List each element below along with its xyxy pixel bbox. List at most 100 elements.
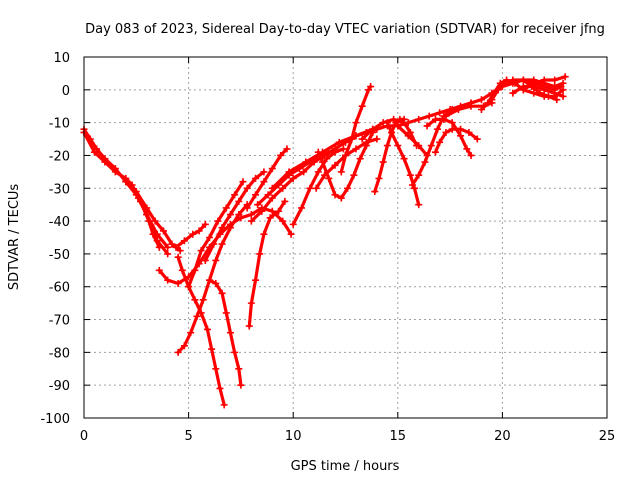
series-arc-15	[247, 128, 370, 225]
data-point	[314, 148, 322, 156]
data-point	[174, 253, 182, 261]
x-tick-label: 10	[285, 429, 302, 444]
data-point	[454, 106, 462, 114]
data-point	[268, 207, 276, 215]
series-arc-06	[172, 220, 209, 251]
data-point	[134, 194, 142, 202]
data-point	[436, 109, 444, 117]
data-point	[337, 194, 345, 202]
data-point	[289, 220, 297, 228]
data-point	[463, 145, 471, 153]
x-tick-label: 25	[599, 429, 616, 444]
data-point	[180, 342, 188, 350]
data-point	[268, 165, 276, 173]
data-point	[442, 112, 450, 120]
series-arc-02	[80, 128, 172, 258]
y-tick-label: -20	[49, 149, 70, 164]
data-point	[155, 243, 163, 251]
data-point	[561, 73, 569, 81]
data-point	[519, 86, 527, 94]
data-point	[511, 79, 519, 87]
x-tick-label: 15	[390, 429, 407, 444]
data-point	[252, 191, 260, 199]
data-point	[164, 243, 172, 251]
y-tick-label: -10	[49, 117, 70, 132]
data-point	[164, 276, 172, 284]
data-point	[216, 384, 224, 392]
data-point	[277, 151, 285, 159]
data-point	[400, 115, 408, 123]
data-point	[553, 96, 561, 104]
data-point	[226, 224, 234, 232]
data-point	[406, 171, 414, 179]
data-point	[331, 148, 339, 156]
data-point	[358, 135, 366, 143]
data-point	[404, 119, 412, 127]
y-tick-label: 0	[62, 84, 70, 99]
y-tick-label: -50	[49, 248, 70, 263]
series-arc-25	[394, 122, 431, 159]
data-point	[344, 184, 352, 192]
data-point	[208, 345, 216, 353]
data-point	[189, 230, 197, 238]
data-point	[436, 138, 444, 146]
data-point	[339, 145, 347, 153]
data-point	[519, 76, 527, 84]
series-line	[128, 183, 161, 249]
data-point	[551, 89, 559, 97]
grid-layer	[84, 57, 607, 418]
data-point	[187, 329, 195, 337]
data-point	[362, 128, 370, 136]
series-arc-11	[201, 168, 268, 264]
data-point	[191, 296, 199, 304]
data-point	[352, 145, 360, 153]
data-point	[503, 76, 511, 84]
data-point	[275, 207, 283, 215]
data-point	[371, 188, 379, 196]
data-point	[218, 224, 226, 232]
data-point	[212, 279, 220, 287]
series-arc-24	[383, 119, 423, 209]
data-point	[231, 348, 239, 356]
y-tick-label: -40	[49, 215, 70, 230]
data-point	[237, 381, 245, 389]
data-point	[477, 96, 485, 104]
data-point	[427, 142, 435, 150]
series-arc-04	[126, 181, 163, 251]
data-point	[457, 132, 465, 140]
data-point	[496, 79, 504, 87]
data-point	[172, 243, 180, 251]
data-point	[252, 174, 260, 182]
data-point	[264, 191, 272, 199]
data-point	[247, 211, 255, 219]
data-point	[367, 83, 375, 91]
data-point	[247, 299, 255, 307]
data-point	[218, 289, 226, 297]
data-point	[415, 201, 423, 209]
data-point	[287, 230, 295, 238]
data-point	[442, 128, 450, 136]
data-point	[431, 115, 439, 123]
data-point	[350, 171, 358, 179]
data-point	[122, 178, 130, 186]
data-point	[197, 247, 205, 255]
data-point	[111, 168, 119, 176]
data-point	[185, 283, 193, 291]
series-arc-03	[122, 178, 184, 255]
series-arc-10	[206, 276, 245, 389]
series-line	[247, 199, 287, 328]
data-point	[176, 247, 184, 255]
data-point	[281, 197, 289, 205]
data-point	[415, 171, 423, 179]
data-point	[431, 148, 439, 156]
data-point	[178, 266, 186, 274]
x-tick-label: 5	[184, 429, 192, 444]
data-point	[528, 83, 536, 91]
y-tick-label: -30	[49, 182, 70, 197]
data-point	[400, 155, 408, 163]
series-arc-17	[289, 145, 347, 228]
series-line	[245, 147, 289, 210]
data-point	[220, 401, 228, 409]
data-point	[210, 240, 218, 248]
